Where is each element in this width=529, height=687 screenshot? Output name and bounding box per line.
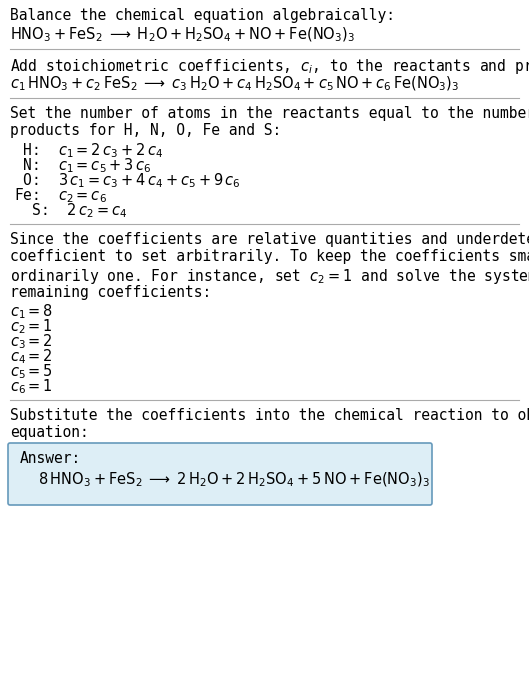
Text: Fe:  $c_2 = c_6$: Fe: $c_2 = c_6$ [14,186,107,205]
Text: $c_1 = 8$: $c_1 = 8$ [10,302,53,321]
Text: Add stoichiometric coefficients, $c_i$, to the reactants and products:: Add stoichiometric coefficients, $c_i$, … [10,57,529,76]
Text: $c_3 = 2$: $c_3 = 2$ [10,332,53,350]
Text: remaining coefficients:: remaining coefficients: [10,284,211,300]
Text: Set the number of atoms in the reactants equal to the number of atoms in the: Set the number of atoms in the reactants… [10,106,529,121]
Text: $c_5 = 5$: $c_5 = 5$ [10,362,53,381]
Text: S:  $2\,c_2 = c_4$: S: $2\,c_2 = c_4$ [14,201,127,220]
Text: $c_4 = 2$: $c_4 = 2$ [10,347,53,365]
Text: $\mathrm{HNO_3 + FeS_2 \;\longrightarrow\; H_2O + H_2SO_4 + NO + Fe(NO_3)_3}$: $\mathrm{HNO_3 + FeS_2 \;\longrightarrow… [10,25,355,44]
Text: coefficient to set arbitrarily. To keep the coefficients small, the arbitrary va: coefficient to set arbitrarily. To keep … [10,249,529,264]
Text: $c_6 = 1$: $c_6 = 1$ [10,377,53,396]
Text: Substitute the coefficients into the chemical reaction to obtain the balanced: Substitute the coefficients into the che… [10,408,529,423]
Text: Answer:: Answer: [20,451,81,466]
Text: O:  $3\,c_1 = c_3 + 4\,c_4 + c_5 + 9\,c_6$: O: $3\,c_1 = c_3 + 4\,c_4 + c_5 + 9\,c_6… [14,171,241,190]
Text: $c_2 = 1$: $c_2 = 1$ [10,317,53,336]
Text: $c_1\,\mathrm{HNO_3} + c_2\,\mathrm{FeS_2} \;\longrightarrow\; c_3\,\mathrm{H_2O: $c_1\,\mathrm{HNO_3} + c_2\,\mathrm{FeS_… [10,74,459,93]
Text: Balance the chemical equation algebraically:: Balance the chemical equation algebraica… [10,8,395,23]
Text: ordinarily one. For instance, set $c_2 = 1$ and solve the system of equations fo: ordinarily one. For instance, set $c_2 =… [10,267,529,286]
Text: Since the coefficients are relative quantities and underdetermined, choose a: Since the coefficients are relative quan… [10,232,529,247]
Text: H:  $c_1 = 2\,c_3 + 2\,c_4$: H: $c_1 = 2\,c_3 + 2\,c_4$ [14,141,163,159]
Text: $8\,\mathrm{HNO_3 + FeS_2 \;\longrightarrow\; 2\,H_2O + 2\,H_2SO_4 + 5\,NO + Fe(: $8\,\mathrm{HNO_3 + FeS_2 \;\longrightar… [38,471,430,489]
Text: N:  $c_1 = c_5 + 3\,c_6$: N: $c_1 = c_5 + 3\,c_6$ [14,156,151,174]
Text: equation:: equation: [10,425,89,440]
FancyBboxPatch shape [8,443,432,505]
Text: products for H, N, O, Fe and S:: products for H, N, O, Fe and S: [10,124,281,139]
